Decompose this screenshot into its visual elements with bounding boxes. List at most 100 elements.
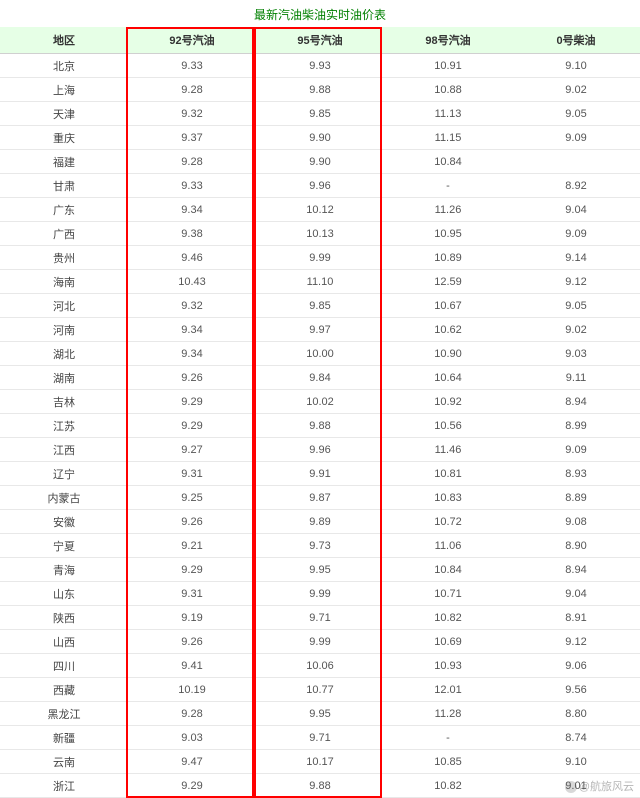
cell-region: 上海 <box>0 78 128 102</box>
cell-value: 9.88 <box>256 78 384 102</box>
table-row: 江西9.279.9611.469.09 <box>0 438 640 462</box>
cell-value: 12.59 <box>384 270 512 294</box>
cell-value: 9.14 <box>512 246 640 270</box>
cell-region: 天津 <box>0 102 128 126</box>
cell-value: 9.47 <box>128 750 256 774</box>
cell-value: 9.87 <box>256 486 384 510</box>
cell-region: 贵州 <box>0 246 128 270</box>
cell-region: 河北 <box>0 294 128 318</box>
cell-value: 10.19 <box>128 678 256 702</box>
cell-value: 9.10 <box>512 54 640 78</box>
cell-value: 9.29 <box>128 390 256 414</box>
cell-value: 10.82 <box>384 606 512 630</box>
cell-value: 10.43 <box>128 270 256 294</box>
table-row: 青海9.299.9510.848.94 <box>0 558 640 582</box>
cell-value: 8.94 <box>512 390 640 414</box>
cell-value: 9.03 <box>512 342 640 366</box>
table-row: 海南10.4311.1012.599.12 <box>0 270 640 294</box>
cell-value: 10.69 <box>384 630 512 654</box>
table-row: 四川9.4110.0610.939.06 <box>0 654 640 678</box>
cell-value: 8.89 <box>512 486 640 510</box>
cell-region: 内蒙古 <box>0 486 128 510</box>
cell-value: 9.12 <box>512 270 640 294</box>
cell-value: 12.01 <box>384 678 512 702</box>
cell-value: 11.10 <box>256 270 384 294</box>
table-row: 湖南9.269.8410.649.11 <box>0 366 640 390</box>
cell-value: 9.03 <box>128 726 256 750</box>
table-row: 陕西9.199.7110.828.91 <box>0 606 640 630</box>
cell-region: 青海 <box>0 558 128 582</box>
table-row: 广西9.3810.1310.959.09 <box>0 222 640 246</box>
cell-value: 10.13 <box>256 222 384 246</box>
cell-value: 9.96 <box>256 438 384 462</box>
table-row: 江苏9.299.8810.568.99 <box>0 414 640 438</box>
cell-value: 10.02 <box>256 390 384 414</box>
table-row: 浙江9.299.8810.829.01 <box>0 774 640 798</box>
cell-value: 9.95 <box>256 558 384 582</box>
cell-value: 10.84 <box>384 558 512 582</box>
cell-value: 9.26 <box>128 510 256 534</box>
cell-value: 9.26 <box>128 630 256 654</box>
cell-value: 9.21 <box>128 534 256 558</box>
col-header-1: 92号汽油 <box>128 27 256 54</box>
cell-value: 10.81 <box>384 462 512 486</box>
cell-region: 湖南 <box>0 366 128 390</box>
table-row: 甘肃9.339.96-8.92 <box>0 174 640 198</box>
table-row: 重庆9.379.9011.159.09 <box>0 126 640 150</box>
cell-value: 9.95 <box>256 702 384 726</box>
table-container: 地区92号汽油95号汽油98号汽油0号柴油 北京9.339.9310.919.1… <box>0 27 640 798</box>
cell-value: 9.73 <box>256 534 384 558</box>
cell-value: 9.85 <box>256 102 384 126</box>
cell-value: 9.04 <box>512 582 640 606</box>
table-row: 辽宁9.319.9110.818.93 <box>0 462 640 486</box>
cell-value: 9.28 <box>128 78 256 102</box>
cell-value: 9.41 <box>128 654 256 678</box>
cell-value: 9.25 <box>128 486 256 510</box>
cell-value: 10.77 <box>256 678 384 702</box>
cell-value: 9.11 <box>512 366 640 390</box>
cell-value: 10.12 <box>256 198 384 222</box>
cell-value: 10.72 <box>384 510 512 534</box>
cell-value: 9.05 <box>512 294 640 318</box>
table-row: 新疆9.039.71-8.74 <box>0 726 640 750</box>
cell-value: 9.91 <box>256 462 384 486</box>
table-row: 吉林9.2910.0210.928.94 <box>0 390 640 414</box>
cell-value: 10.85 <box>384 750 512 774</box>
table-row: 云南9.4710.1710.859.10 <box>0 750 640 774</box>
cell-value: - <box>384 726 512 750</box>
table-row: 黑龙江9.289.9511.288.80 <box>0 702 640 726</box>
cell-value: 9.01 <box>512 774 640 798</box>
table-row: 山西9.269.9910.699.12 <box>0 630 640 654</box>
cell-value: 11.15 <box>384 126 512 150</box>
cell-region: 云南 <box>0 750 128 774</box>
table-body: 北京9.339.9310.919.10上海9.289.8810.889.02天津… <box>0 54 640 798</box>
cell-region: 浙江 <box>0 774 128 798</box>
cell-value: 10.93 <box>384 654 512 678</box>
table-row: 西藏10.1910.7712.019.56 <box>0 678 640 702</box>
cell-value: 9.56 <box>512 678 640 702</box>
cell-value: 11.26 <box>384 198 512 222</box>
cell-value: 10.84 <box>384 150 512 174</box>
cell-value: 9.28 <box>128 150 256 174</box>
cell-value: 9.04 <box>512 198 640 222</box>
cell-value: 11.13 <box>384 102 512 126</box>
cell-value: 10.92 <box>384 390 512 414</box>
cell-value: 9.84 <box>256 366 384 390</box>
cell-value: 9.29 <box>128 414 256 438</box>
cell-value: 9.89 <box>256 510 384 534</box>
cell-value: 10.62 <box>384 318 512 342</box>
cell-value: 9.33 <box>128 174 256 198</box>
cell-value: 9.99 <box>256 582 384 606</box>
cell-value: 9.29 <box>128 558 256 582</box>
cell-region: 河南 <box>0 318 128 342</box>
cell-value: 10.91 <box>384 54 512 78</box>
cell-value: 10.64 <box>384 366 512 390</box>
cell-region: 海南 <box>0 270 128 294</box>
cell-value: 10.71 <box>384 582 512 606</box>
cell-value: 10.82 <box>384 774 512 798</box>
cell-value: 9.71 <box>256 726 384 750</box>
cell-value: 8.93 <box>512 462 640 486</box>
cell-region: 安徽 <box>0 510 128 534</box>
cell-value: 9.90 <box>256 150 384 174</box>
cell-value: 9.34 <box>128 198 256 222</box>
